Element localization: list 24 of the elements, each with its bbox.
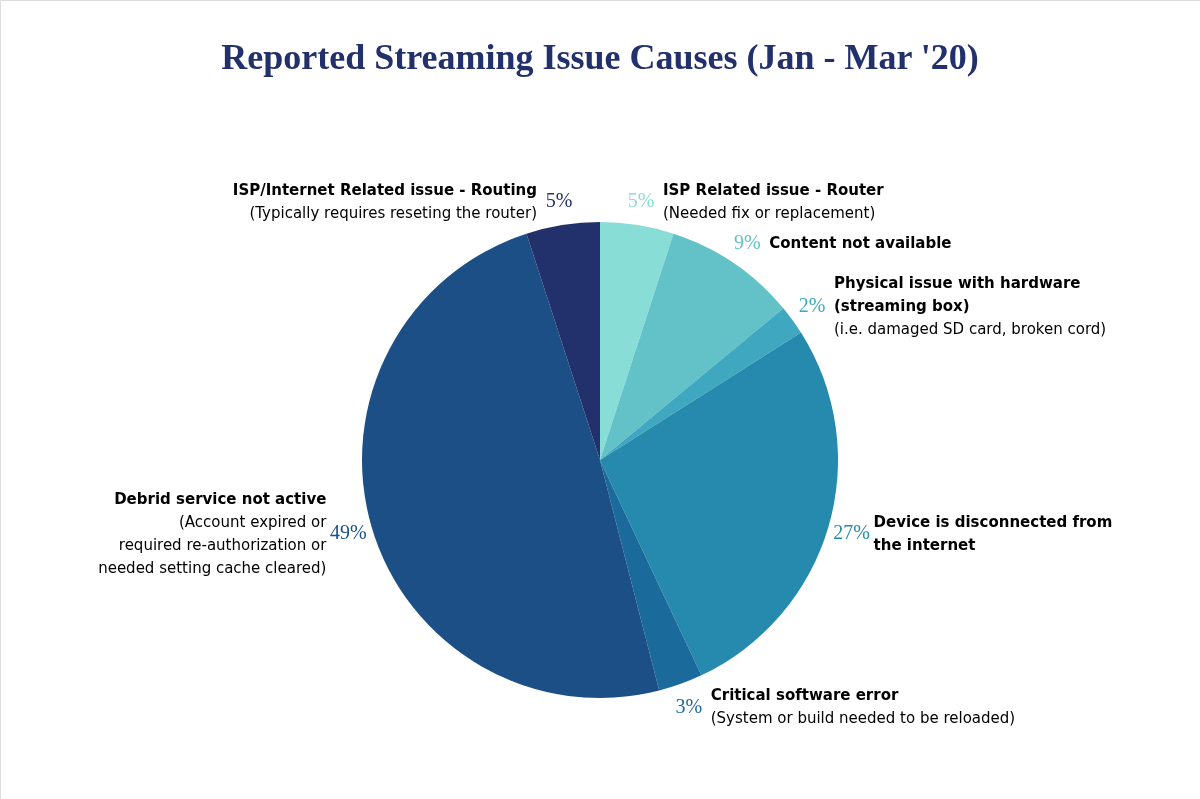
data-label: 3% [675,694,703,717]
slice-label: Content not available [769,234,952,253]
slice-label: Debrid service not active [114,489,327,508]
text: (Typically requires reseting the router) [249,203,538,222]
data-label: 2% [798,294,826,316]
pie-slice [600,460,702,691]
data-label: 5% [627,189,655,212]
text: (Needed fix or replacement) [662,203,876,222]
slice-label: ISP Related issue - Router [662,180,885,199]
slice-label: Device is disconnected from the internet [873,512,1113,554]
slice-label: ISP/Internet Related issue - Routing [232,180,538,199]
chart-title: Reported Streaming Issue Causes (Jan - Mar '20) [221,37,979,77]
data-label: 9% [733,231,761,254]
text: (i.e. damaged SD card, broken cord) [833,320,1107,338]
data-label: 5% [545,189,573,212]
data-label: 49% [330,521,367,544]
text: (Account expired or required re-authorization or needed setting cache cleared) [98,512,327,577]
data-label: 27% [833,521,870,544]
slice-label: Critical software error [710,686,899,705]
pie-slice [600,222,674,460]
pie-slice [600,308,801,460]
slice-label: Physical issue with hardware (streaming box) [833,274,1081,315]
text: (System or build needed to be reloaded) [710,709,1016,728]
pie-slice [526,222,600,460]
